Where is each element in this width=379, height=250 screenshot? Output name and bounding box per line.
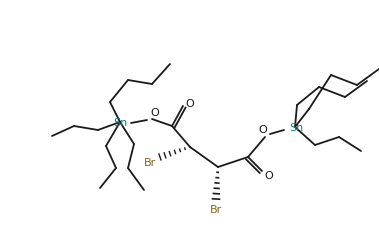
Text: O: O [150, 108, 160, 118]
Text: Br: Br [210, 204, 222, 214]
Text: Sn: Sn [113, 118, 127, 128]
Text: Br: Br [144, 157, 156, 167]
Text: Sn: Sn [289, 122, 303, 132]
Text: O: O [265, 170, 273, 180]
Text: O: O [186, 98, 194, 108]
Text: O: O [258, 124, 267, 134]
